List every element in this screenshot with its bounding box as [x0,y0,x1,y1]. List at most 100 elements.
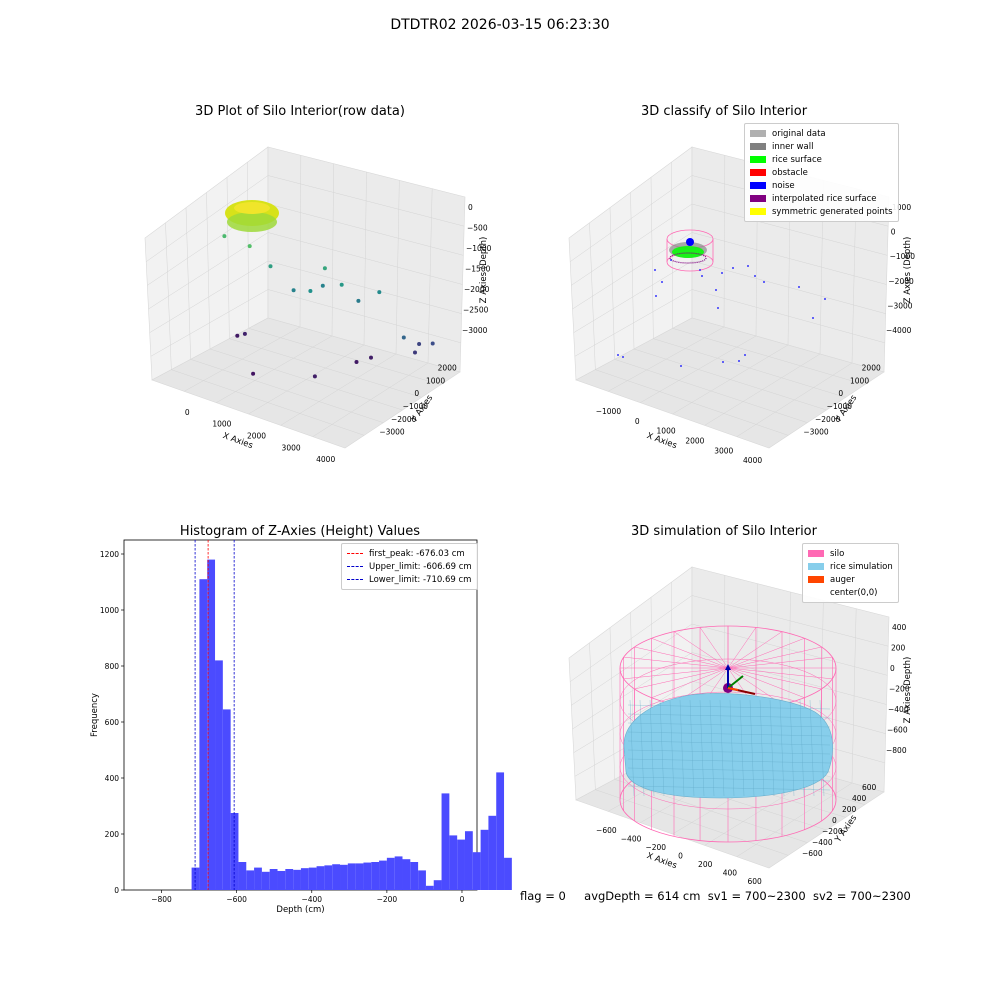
panel4-y-tick-label: 400 [852,794,867,803]
panel1-z-tick-label: −3000 [462,326,488,335]
panel2-noise-point [798,286,800,288]
panel4-rice-mesh-line [627,767,831,773]
panel1-grid-line [146,175,269,262]
panel4-x-tick-label: −600 [596,826,617,835]
sv1-text: sv1 = 700~2300 [707,889,806,903]
legend-classify-label: noise [772,180,795,191]
panel4-rice-mesh-line [729,699,735,797]
sv2-text: sv2 = 700~2300 [812,889,911,903]
panel4-silo-spoke [623,656,729,669]
legend-histogram: first_peak: -676.03 cm Upper_limit: -606.… [341,543,478,590]
panel3-bar [191,867,200,890]
panel1-x-tick-label: 0 [185,408,190,417]
panel4-rice-mesh-line [659,699,665,797]
legend-classify-swatch [750,130,766,137]
legend-classify-swatch [750,208,766,215]
panel1-data-point [291,288,296,293]
panel3-x-tick-label: −200 [377,895,398,904]
legend-classify-swatch [750,143,766,150]
panel2-noise-point [744,354,746,356]
panel1-x-tick-label: 2000 [247,432,266,441]
panel2-title: 3D classify of Silo Interior [640,104,808,119]
panel4-x-axis-label: X Axies [645,851,678,871]
panel3-bar [496,772,505,890]
panel3-bar [316,866,325,890]
panel3-x-tick-label: −800 [151,895,172,904]
panel3-x-tick-label: −400 [301,895,322,904]
panel1-rice-cluster-shadow [227,212,277,232]
panel2-noise-point [812,317,814,319]
panel1-z-tick-label: −2000 [464,285,490,294]
panel4-rice-mesh-line [759,699,765,797]
panel2-noise-point [715,289,717,291]
panel1-data-point [401,335,406,340]
legend-classify-swatch [750,169,766,176]
panel2-x-tick-label: 2000 [685,436,704,445]
panel2-grid-line [570,175,693,262]
panel3-bar [222,709,231,890]
panel4-rice-mesh-line [627,749,831,755]
panel2-noise-point [661,281,663,283]
panel4-silo-spoke [673,631,729,669]
panel1-y-tick-label: −1000 [403,402,429,411]
panel4-rice-mesh-line [639,699,645,797]
panel1-data-point [413,350,417,355]
panel2-x-tick-label: 4000 [743,456,762,465]
panel1-data-point [339,282,344,287]
panel3-y-tick-label: 1200 [100,550,119,559]
panel4-silo-spoke [727,631,783,669]
panel3-bar [457,839,465,890]
panel1-z-tick-label: −2500 [463,306,489,315]
panel3-bar [300,868,309,890]
panel3-bar [402,859,411,890]
figure-title: DTDTR02 2026-03-15 06:23:30 [390,17,610,33]
panel2-interpolated-surface [669,252,707,264]
panel4-grid-line [570,595,693,682]
panel4-title: 3D simulation of Silo Interior [631,524,817,539]
panel2-noise-point [655,295,657,297]
legend-classify-swatch [750,182,766,189]
panel4-silo-spoke [651,638,729,669]
panel2-y-tick-label: −2000 [815,415,841,424]
panel1-data-point [356,298,361,303]
legend-classify-entry: original data [750,127,893,140]
legend-histogram-entry: Lower_limit: -710.69 cm [347,573,472,586]
legend-classify-entry: rice surface [750,153,893,166]
panel1-z-tick-label: 0 [468,203,473,212]
panel2-noise-point [717,307,719,309]
panel2-noise-point [824,298,826,300]
panel3-bar [347,863,356,890]
legend-histogram-label: Lower_limit: -710.69 cm [369,574,472,585]
panel1-data-point [251,371,256,376]
panel3-bar [324,865,333,890]
panel2-z-tick-label: 1000 [892,203,911,212]
panel2-z-axis-label: Z Axies (Depth) [903,237,913,304]
legend-simulation-swatch [808,576,824,583]
panel3-y-tick-label: 600 [105,718,120,727]
panel1-rice-cluster-top [234,202,270,214]
panel2-x-tick-label: 0 [635,417,640,426]
panel3-bar [410,862,419,890]
panel1-x-tick-label: 4000 [316,455,335,464]
panel3-bar [277,870,286,890]
panel4-rice-mesh-line [669,699,675,797]
panel3-bar [418,870,426,890]
panel4-rice-mesh-line [627,785,831,791]
panel4-rice-mesh-line [739,699,745,797]
legend-simulation-swatch [808,563,824,570]
panel3-y-tick-label: 200 [105,830,120,839]
panel1-grid-line [267,175,465,227]
panel2-y-tick-label: 0 [838,389,843,398]
panel3-bar [355,863,364,890]
panel4-rice-mesh-line [689,699,695,797]
panel3-y-tick-label: 0 [114,886,119,895]
panel2-noise-point [747,265,749,267]
legend-classify-swatch [750,195,766,202]
legend-histogram-entry: Upper_limit: -606.69 cm [347,560,472,573]
panel1-title: 3D Plot of Silo Interior(row data) [195,104,405,119]
legend-classify-label: symmetric generated points [772,206,893,217]
panel2-noise-point [622,356,624,358]
panel3-bar [308,867,317,890]
legend-classify-entry: interpolated rice surface [750,192,893,205]
panel4-z-axis-label: Z Axies (Depth) [903,657,913,724]
